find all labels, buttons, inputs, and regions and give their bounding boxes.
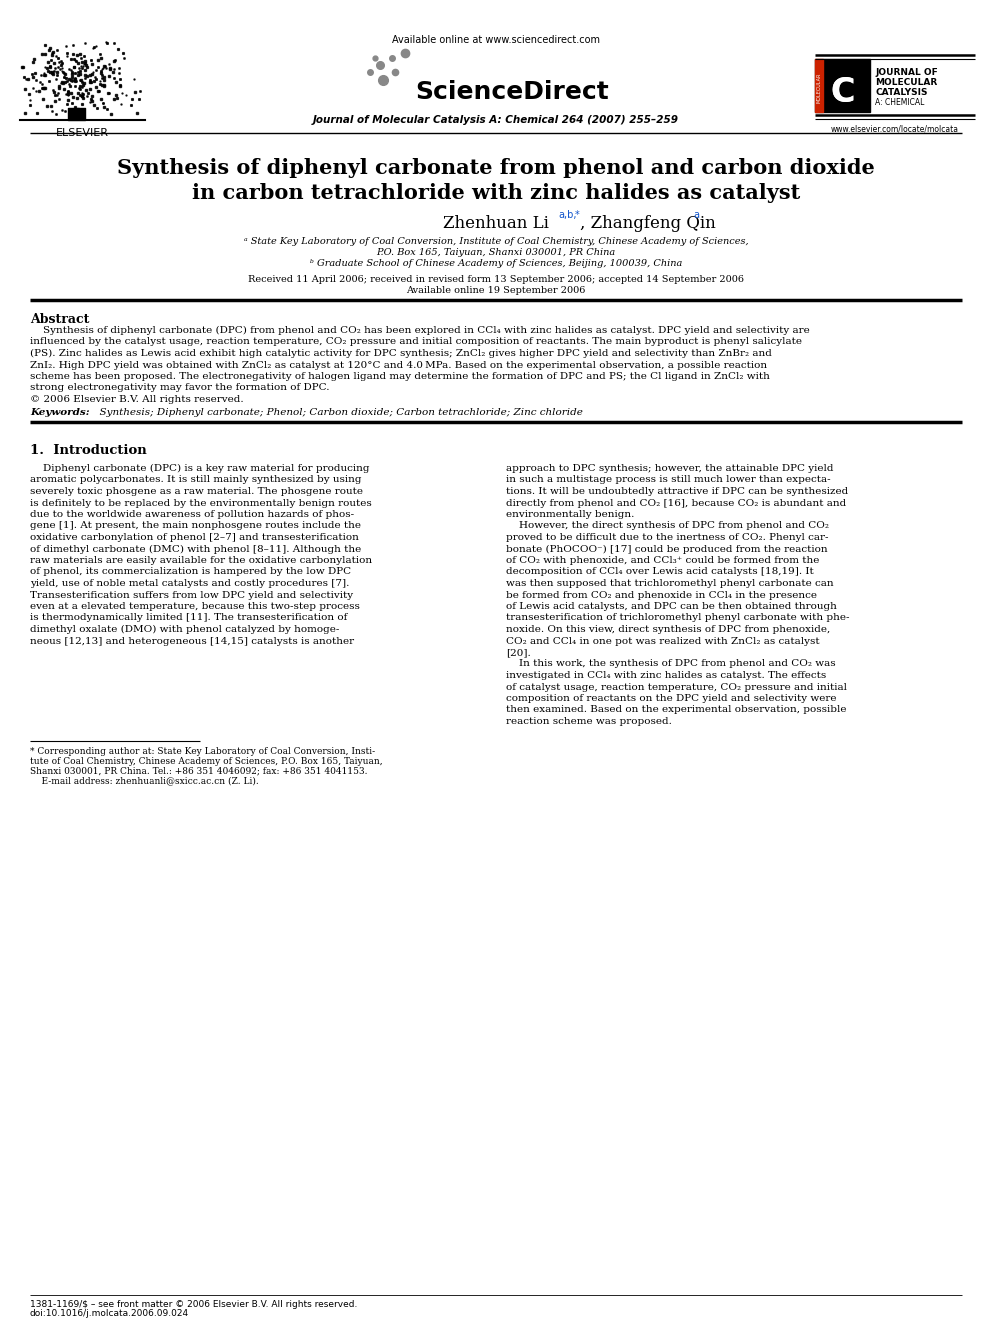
Text: 1.  Introduction: 1. Introduction [30, 445, 147, 456]
Text: A: CHEMICAL: A: CHEMICAL [875, 98, 925, 107]
Text: Shanxi 030001, PR China. Tel.: +86 351 4046092; fax: +86 351 4041153.: Shanxi 030001, PR China. Tel.: +86 351 4… [30, 766, 367, 775]
Text: Available online 19 September 2006: Available online 19 September 2006 [407, 286, 585, 295]
Text: approach to DPC synthesis; however, the attainable DPC yield: approach to DPC synthesis; however, the … [506, 464, 833, 474]
Text: investigated in CCl₄ with zinc halides as catalyst. The effects: investigated in CCl₄ with zinc halides a… [506, 671, 826, 680]
Text: Synthesis of diphenyl carbonate from phenol and carbon dioxide: Synthesis of diphenyl carbonate from phe… [117, 157, 875, 179]
Text: Keywords:: Keywords: [30, 407, 89, 417]
Text: ᵇ Graduate School of Chinese Academy of Sciences, Beijing, 100039, China: ᵇ Graduate School of Chinese Academy of … [310, 259, 682, 269]
Text: However, the direct synthesis of DPC from phenol and CO₂: However, the direct synthesis of DPC fro… [506, 521, 829, 531]
Text: of dimethyl carbonate (DMC) with phenol [8–11]. Although the: of dimethyl carbonate (DMC) with phenol … [30, 545, 361, 553]
Bar [815, 60, 823, 112]
Text: P.O. Box 165, Taiyuan, Shanxi 030001, PR China: P.O. Box 165, Taiyuan, Shanxi 030001, PR… [376, 247, 616, 257]
Text: reaction scheme was proposed.: reaction scheme was proposed. [506, 717, 672, 726]
Text: then examined. Based on the experimental observation, possible: then examined. Based on the experimental… [506, 705, 846, 714]
Text: a,b,: a,b, [558, 210, 576, 220]
Text: (PS). Zinc halides as Lewis acid exhibit high catalytic activity for DPC synthes: (PS). Zinc halides as Lewis acid exhibit… [30, 349, 772, 359]
Text: of catalyst usage, reaction temperature, CO₂ pressure and initial: of catalyst usage, reaction temperature,… [506, 683, 847, 692]
Text: Transesterification suffers from low DPC yield and selectivity: Transesterification suffers from low DPC… [30, 590, 353, 599]
Text: ELSEVIER: ELSEVIER [56, 128, 108, 138]
Text: gene [1]. At present, the main nonphosgene routes include the: gene [1]. At present, the main nonphosge… [30, 521, 361, 531]
Text: MOLECULAR: MOLECULAR [875, 78, 937, 87]
Text: strong electronegativity may favor the formation of DPC.: strong electronegativity may favor the f… [30, 384, 329, 393]
Text: is definitely to be replaced by the environmentally benign routes: is definitely to be replaced by the envi… [30, 499, 372, 508]
Text: © 2006 Elsevier B.V. All rights reserved.: © 2006 Elsevier B.V. All rights reserved… [30, 396, 244, 404]
Text: JOURNAL OF: JOURNAL OF [875, 67, 937, 77]
Text: C: C [830, 77, 855, 110]
Text: oxidative carbonylation of phenol [2–7] and transesterification: oxidative carbonylation of phenol [2–7] … [30, 533, 359, 542]
Text: *: * [575, 210, 579, 220]
Bar [815, 60, 870, 112]
Text: raw materials are easily available for the oxidative carbonylation: raw materials are easily available for t… [30, 556, 372, 565]
Text: severely toxic phosgene as a raw material. The phosgene route: severely toxic phosgene as a raw materia… [30, 487, 363, 496]
Text: Received 11 April 2006; received in revised form 13 September 2006; accepted 14 : Received 11 April 2006; received in revi… [248, 275, 744, 284]
Text: Synthesis; Diphenyl carbonate; Phenol; Carbon dioxide; Carbon tetrachloride; Zin: Synthesis; Diphenyl carbonate; Phenol; C… [93, 407, 583, 417]
Text: a: a [693, 210, 699, 220]
Text: of CO₂ with phenoxide, and CCl₃⁺ could be formed from the: of CO₂ with phenoxide, and CCl₃⁺ could b… [506, 556, 819, 565]
Text: was then supposed that trichloromethyl phenyl carbonate can: was then supposed that trichloromethyl p… [506, 579, 833, 587]
Text: dimethyl oxalate (DMO) with phenol catalyzed by homoge-: dimethyl oxalate (DMO) with phenol catal… [30, 624, 339, 634]
Text: decomposition of CCl₄ over Lewis acid catalysts [18,19]. It: decomposition of CCl₄ over Lewis acid ca… [506, 568, 813, 577]
Text: of Lewis acid catalysts, and DPC can be then obtained through: of Lewis acid catalysts, and DPC can be … [506, 602, 837, 611]
Text: C: C [830, 77, 855, 110]
Text: neous [12,13] and heterogeneous [14,15] catalysts is another: neous [12,13] and heterogeneous [14,15] … [30, 636, 354, 646]
Text: CO₂ and CCl₄ in one pot was realized with ZnCl₂ as catalyst: CO₂ and CCl₄ in one pot was realized wit… [506, 636, 819, 646]
Text: , Zhangfeng Qin: , Zhangfeng Qin [580, 216, 716, 232]
Text: environmentally benign.: environmentally benign. [506, 509, 634, 519]
Text: scheme has been proposed. The electronegativity of halogen ligand may determine : scheme has been proposed. The electroneg… [30, 372, 770, 381]
Text: Zhenhuan Li: Zhenhuan Li [443, 216, 549, 232]
Text: directly from phenol and CO₂ [16], because CO₂ is abundant and: directly from phenol and CO₂ [16], becau… [506, 499, 846, 508]
Text: MOLECULAR: MOLECULAR [816, 73, 821, 103]
Text: 1381-1169/$ – see front matter © 2006 Elsevier B.V. All rights reserved.: 1381-1169/$ – see front matter © 2006 El… [30, 1301, 357, 1308]
Text: ZnI₂. High DPC yield was obtained with ZnCl₂ as catalyst at 120°C and 4.0 MPa. B: ZnI₂. High DPC yield was obtained with Z… [30, 360, 767, 369]
Text: Abstract: Abstract [30, 314, 89, 325]
Text: Diphenyl carbonate (DPC) is a key raw material for producing: Diphenyl carbonate (DPC) is a key raw ma… [30, 464, 369, 474]
Text: tions. It will be undoubtedly attractive if DPC can be synthesized: tions. It will be undoubtedly attractive… [506, 487, 848, 496]
Text: be formed from CO₂ and phenoxide in CCl₄ in the presence: be formed from CO₂ and phenoxide in CCl₄… [506, 590, 817, 599]
Text: Available online at www.sciencedirect.com: Available online at www.sciencedirect.co… [392, 34, 600, 45]
Text: * Corresponding author at: State Key Laboratory of Coal Conversion, Insti-: * Corresponding author at: State Key Lab… [30, 747, 375, 757]
Text: doi:10.1016/j.molcata.2006.09.024: doi:10.1016/j.molcata.2006.09.024 [30, 1308, 189, 1318]
Text: in carbon tetrachloride with zinc halides as catalyst: in carbon tetrachloride with zinc halide… [191, 183, 801, 202]
Text: transesterification of trichloromethyl phenyl carbonate with phe-: transesterification of trichloromethyl p… [506, 614, 849, 623]
Text: aromatic polycarbonates. It is still mainly synthesized by using: aromatic polycarbonates. It is still mai… [30, 475, 361, 484]
Text: Journal of Molecular Catalysis A: Chemical 264 (2007) 255–259: Journal of Molecular Catalysis A: Chemic… [313, 115, 679, 124]
Text: influenced by the catalyst usage, reaction temperature, CO₂ pressure and initial: influenced by the catalyst usage, reacti… [30, 337, 802, 347]
Text: due to the worldwide awareness of pollution hazards of phos-: due to the worldwide awareness of pollut… [30, 509, 354, 519]
Text: is thermodynamically limited [11]. The transesterification of: is thermodynamically limited [11]. The t… [30, 614, 347, 623]
Text: www.elsevier.com/locate/molcata: www.elsevier.com/locate/molcata [831, 124, 959, 134]
Text: noxide. On this view, direct synthesis of DPC from phenoxide,: noxide. On this view, direct synthesis o… [506, 624, 830, 634]
Text: even at a elevated temperature, because this two-step process: even at a elevated temperature, because … [30, 602, 360, 611]
Text: bonate (PhOCOO⁻) [17] could be produced from the reaction: bonate (PhOCOO⁻) [17] could be produced … [506, 545, 827, 553]
Text: [20].: [20]. [506, 648, 531, 658]
Text: ᵃ State Key Laboratory of Coal Conversion, Institute of Coal Chemistry, Chinese : ᵃ State Key Laboratory of Coal Conversio… [244, 237, 748, 246]
Text: ScienceDirect: ScienceDirect [415, 79, 609, 105]
Text: in such a multistage process is still much lower than expecta-: in such a multistage process is still mu… [506, 475, 830, 484]
Text: composition of reactants on the DPC yield and selectivity were: composition of reactants on the DPC yiel… [506, 695, 836, 703]
Text: Synthesis of diphenyl carbonate (DPC) from phenol and CO₂ has been explored in C: Synthesis of diphenyl carbonate (DPC) fr… [30, 325, 809, 335]
Text: yield, use of noble metal catalysts and costly procedures [7].: yield, use of noble metal catalysts and … [30, 579, 349, 587]
Text: proved to be difficult due to the inertness of CO₂. Phenyl car-: proved to be difficult due to the inertn… [506, 533, 828, 542]
Text: E-mail address: zhenhuanli@sxicc.ac.cn (Z. Li).: E-mail address: zhenhuanli@sxicc.ac.cn (… [30, 777, 259, 785]
Text: of phenol, its commercialization is hampered by the low DPC: of phenol, its commercialization is hamp… [30, 568, 351, 577]
Text: In this work, the synthesis of DPC from phenol and CO₂ was: In this work, the synthesis of DPC from … [506, 659, 835, 668]
Text: CATALYSIS: CATALYSIS [875, 89, 928, 97]
Text: tute of Coal Chemistry, Chinese Academy of Sciences, P.O. Box 165, Taiyuan,: tute of Coal Chemistry, Chinese Academy … [30, 757, 383, 766]
